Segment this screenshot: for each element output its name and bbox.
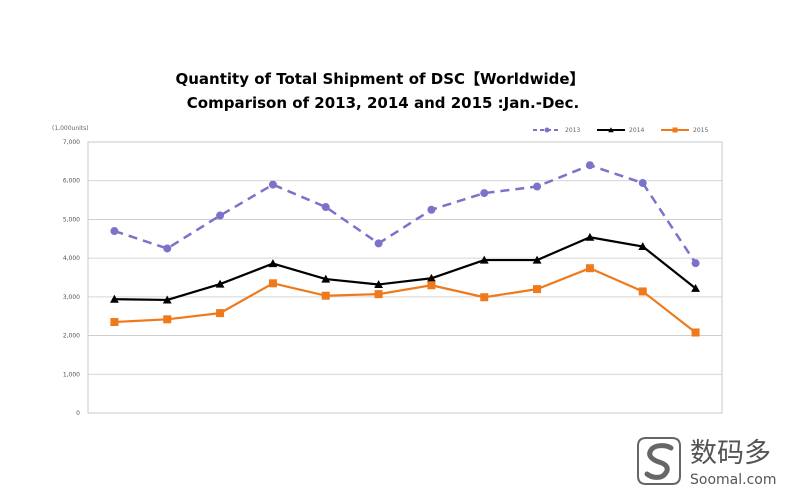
data-point: [268, 259, 278, 268]
data-point: [427, 273, 436, 282]
y-tick-label: 2,000: [63, 333, 80, 340]
legend-label: 2015: [693, 127, 708, 134]
data-point: [427, 205, 436, 214]
data-point: [321, 274, 331, 283]
y-tick-label: 5,000: [63, 216, 80, 223]
data-point: [691, 328, 700, 337]
legend-label: 2013: [565, 127, 580, 134]
data-point: [268, 180, 277, 189]
data-point: [321, 203, 330, 212]
legend-label: 2014: [629, 127, 644, 134]
data-point: [638, 287, 647, 296]
data-point: [532, 255, 542, 264]
data-point: [374, 280, 383, 288]
watermark-domain-text: Soomal.com: [690, 472, 776, 488]
legend: 2013 2014 2015: [533, 127, 708, 134]
legend-marker: [608, 127, 614, 133]
data-point: [216, 309, 225, 318]
data-point: [163, 244, 172, 253]
legend-item: 2014: [597, 127, 644, 134]
data-point: [268, 279, 277, 288]
y-tick-label: 0: [76, 410, 80, 417]
y-tick-labels: 0 1,000 2,000 3,000 4,000 5,000 6,000 7,000: [63, 139, 80, 417]
plot-area: [87, 141, 723, 414]
data-point: [427, 281, 436, 290]
data-point: [585, 161, 594, 170]
data-point: [691, 283, 700, 292]
legend-item: 2013: [533, 127, 580, 134]
series-line: [114, 267, 697, 334]
series-2015: [110, 264, 700, 337]
data-point: [533, 182, 542, 191]
series-line: [114, 236, 697, 302]
data-point: [110, 318, 119, 327]
y-tick-label: 1,000: [63, 371, 80, 378]
series-2014: [110, 232, 700, 304]
data-point: [479, 255, 489, 264]
y-tick-label: 3,000: [63, 294, 80, 301]
data-point: [480, 189, 489, 198]
data-point: [374, 239, 383, 248]
soomal-logo-icon: [637, 437, 681, 485]
watermark-chinese-text: 数码多: [690, 438, 771, 469]
series-layer: [110, 161, 700, 337]
data-point: [374, 290, 383, 299]
grid: [88, 180, 722, 375]
legend-marker: [544, 127, 550, 133]
data-point: [321, 291, 330, 300]
series-line: [114, 163, 697, 264]
chart-subtitle: Comparison of 2013, 2014 and 2015 :Jan.-…: [187, 94, 579, 112]
series-2013: [110, 161, 700, 268]
data-point: [691, 259, 700, 268]
data-point: [533, 285, 542, 294]
y-tick-label: 6,000: [63, 178, 80, 185]
data-point: [638, 179, 647, 188]
y-axis-unit-label: (1,000units): [52, 125, 89, 132]
data-point: [585, 232, 595, 241]
legend-marker: [672, 127, 678, 133]
data-point: [638, 242, 648, 251]
data-point: [216, 211, 225, 220]
data-point: [163, 315, 172, 324]
data-point: [110, 294, 119, 303]
chart-title: Quantity of Total Shipment of DSC【Worldw…: [175, 70, 584, 88]
y-tick-label: 7,000: [63, 139, 80, 146]
legend-item: 2015: [661, 127, 708, 134]
data-point: [585, 264, 594, 273]
data-point: [110, 227, 119, 236]
data-point: [215, 279, 225, 288]
watermark: 数码多 Soomal.com: [637, 437, 776, 488]
y-tick-label: 4,000: [63, 255, 80, 262]
data-point: [162, 295, 172, 304]
data-point: [480, 293, 489, 302]
